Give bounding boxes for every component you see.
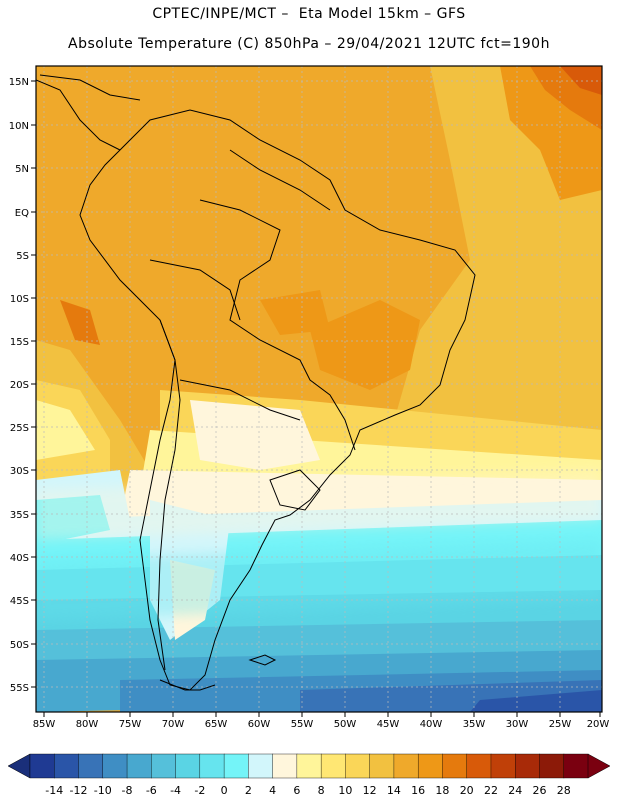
- colorbar-swatch: [272, 753, 298, 779]
- colorbar-swatch: [223, 753, 249, 779]
- colorbar-label: -14: [45, 784, 63, 797]
- colorbar-label: 4: [269, 784, 276, 797]
- central-america-coast: [36, 79, 121, 151]
- lon-label-35w: 35W: [463, 719, 486, 730]
- colorbar-label: 0: [221, 784, 228, 797]
- lat-label-35s: 35S: [10, 510, 29, 521]
- lon-label-65w: 65W: [205, 719, 228, 730]
- temperature-colorbar: -14 -12 -10 -8 -6 -4 -2 0 2 4 6 8 10 12 14 16 18 20 22 24 26…: [7, 753, 611, 797]
- lat-label-45s: 45S: [10, 596, 29, 607]
- colorbar-label: -2: [194, 784, 205, 797]
- lon-label-70w: 70W: [162, 719, 185, 730]
- falklands: [248, 654, 277, 666]
- colorbar-label: 18: [435, 784, 449, 797]
- colorbar-label: 2: [245, 784, 252, 797]
- colorbar-swatch: [78, 753, 104, 779]
- colorbar-swatch: [320, 753, 346, 779]
- colorbar-label: 28: [557, 784, 571, 797]
- lon-label-20w: 20W: [587, 719, 610, 730]
- colorbar-label: 26: [532, 784, 546, 797]
- lat-label-40s: 40S: [10, 553, 29, 564]
- lon-label-55w: 55W: [291, 719, 314, 730]
- lat-label-5s: 5S: [16, 251, 29, 262]
- lat-label-55s: 55S: [10, 683, 29, 694]
- colorbar-label: -4: [170, 784, 181, 797]
- colorbar-swatch: [175, 753, 201, 779]
- colorbar-swatch: [296, 753, 322, 779]
- lon-label-25w: 25W: [549, 719, 572, 730]
- lat-label-20s: 20S: [10, 380, 29, 391]
- lat-label-10n: 10N: [9, 121, 29, 132]
- colorbar-swatch: [248, 753, 274, 779]
- lat-label-eq: EQ: [15, 208, 29, 219]
- colorbar-high-arrow: [587, 753, 611, 779]
- latitude-axis: 15N 10N 5N EQ 5S 10S 15S 20S 25S 30S 35S…: [9, 77, 36, 694]
- colorbar-swatch: [466, 753, 492, 779]
- map-title-line-2: Absolute Temperature (C) 850hPa – 29/04/…: [68, 36, 550, 52]
- longitude-axis: 85W 80W 75W 70W 65W 60W 55W 50W 45W 40W …: [33, 712, 610, 730]
- colorbar-label: -6: [146, 784, 157, 797]
- colorbar-label: 20: [460, 784, 474, 797]
- inland-border-3: [179, 379, 301, 421]
- lat-label-15s: 15S: [10, 337, 29, 348]
- brazil-border: [199, 199, 356, 451]
- lon-label-45w: 45W: [377, 719, 400, 730]
- inland-border-4: [229, 149, 331, 211]
- lat-label-50s: 50S: [10, 640, 29, 651]
- colorbar-low-arrow: [7, 753, 31, 779]
- colorbar-label: 12: [363, 784, 377, 797]
- lon-label-85w: 85W: [33, 719, 56, 730]
- colorbar-label: 14: [387, 784, 401, 797]
- colorbar-label: 8: [318, 784, 325, 797]
- colorbar-swatch: [102, 753, 128, 779]
- colorbar-swatch: [490, 753, 516, 779]
- andes-border: [157, 319, 181, 671]
- map-frame: [35, 65, 603, 713]
- colorbar-label: 24: [508, 784, 522, 797]
- lat-label-25s: 25S: [10, 423, 29, 434]
- colorbar-swatch: [515, 753, 540, 779]
- map-title-line-1: CPTEC/INPE/MCT – Eta Model 15km – GFS: [152, 6, 466, 22]
- inland-border-2: [149, 259, 241, 321]
- colorbar-label: -8: [122, 784, 133, 797]
- temperature-field: [36, 66, 602, 712]
- lat-label-5n: 5N: [15, 164, 29, 175]
- colorbar-swatch: [29, 753, 55, 779]
- colorbar-swatch: [54, 753, 80, 779]
- map-gridlines: [36, 66, 602, 712]
- colorbar-swatch: [539, 753, 565, 779]
- coastlines-and-borders: [36, 74, 476, 691]
- lon-label-60w: 60W: [248, 719, 271, 730]
- colorbar-label: 16: [411, 784, 425, 797]
- colorbar-swatch: [442, 753, 468, 779]
- lon-label-50w: 50W: [334, 719, 357, 730]
- colorbar-swatch: [151, 753, 177, 779]
- caribbean-coast: [39, 74, 141, 101]
- lat-label-30s: 30S: [10, 466, 29, 477]
- colorbar-swatch: [126, 753, 152, 779]
- lon-label-75w: 75W: [119, 719, 142, 730]
- tierra-del-fuego: [159, 679, 216, 691]
- uruguay-border: [269, 469, 321, 511]
- colorbar-label: 10: [338, 784, 352, 797]
- colorbar-swatch: [199, 753, 225, 779]
- lon-label-80w: 80W: [76, 719, 99, 730]
- colorbar-label: 22: [484, 784, 498, 797]
- colorbar-swatch: [393, 753, 419, 779]
- colorbar-label: -10: [94, 784, 112, 797]
- colorbar-swatch: [369, 753, 395, 779]
- colorbar-swatch: [563, 753, 589, 779]
- colorbar-label: 6: [293, 784, 300, 797]
- lon-label-30w: 30W: [506, 719, 529, 730]
- colorbar-swatch: [345, 753, 371, 779]
- colorbar-swatch: [417, 753, 443, 779]
- lon-label-40w: 40W: [420, 719, 443, 730]
- south-america-coastline: [79, 109, 476, 691]
- colorbar-label: -12: [70, 784, 88, 797]
- lat-label-15n: 15N: [9, 77, 29, 88]
- lat-label-10s: 10S: [10, 294, 29, 305]
